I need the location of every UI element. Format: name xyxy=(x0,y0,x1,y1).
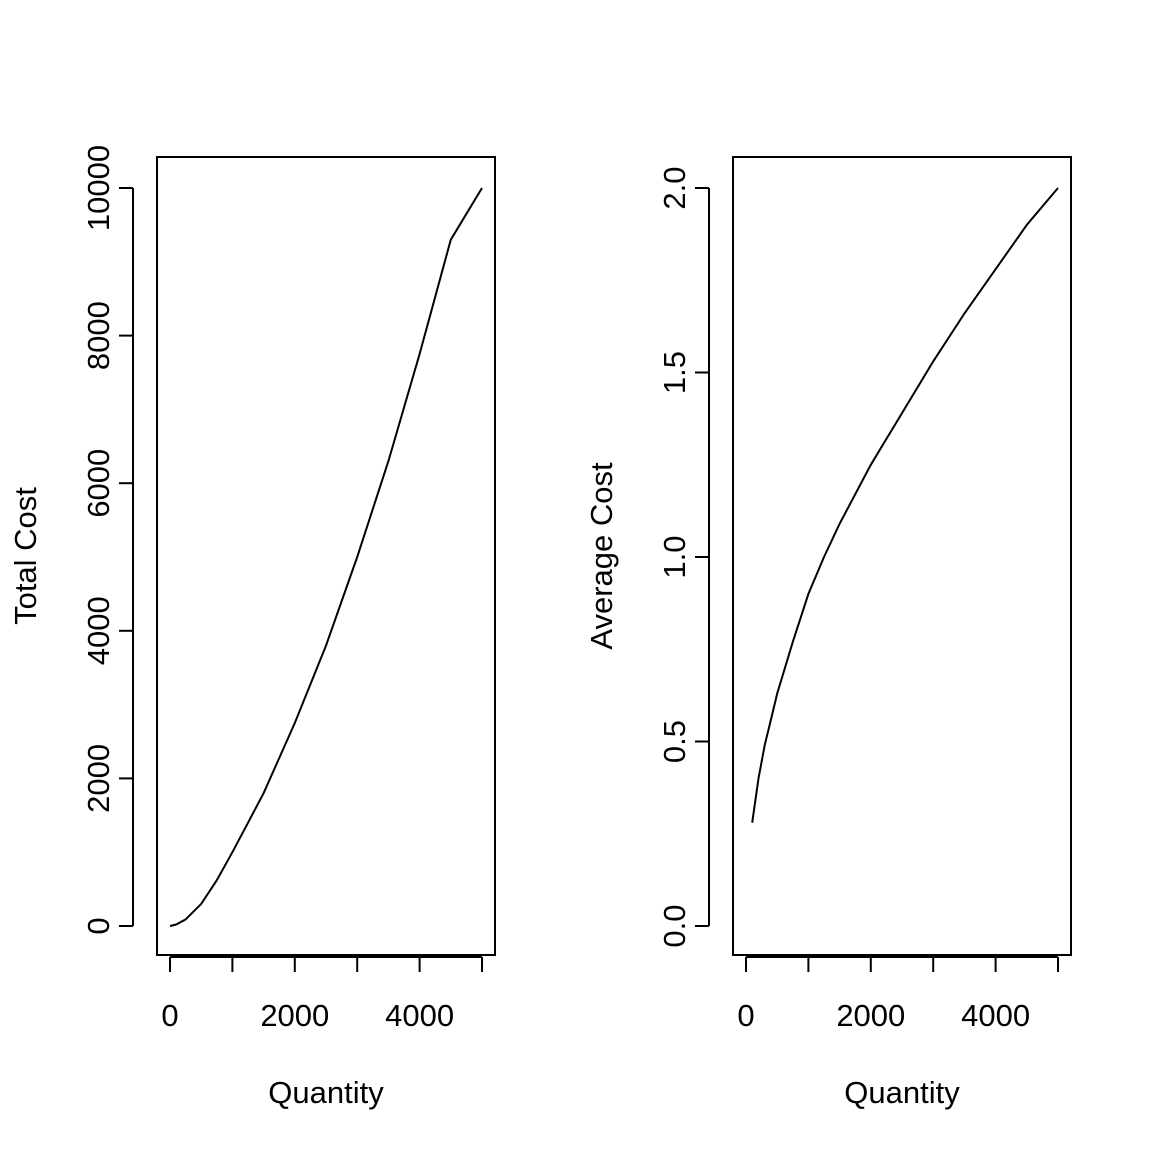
x-tick-label: 2000 xyxy=(260,998,329,1033)
x-axis-label: Quantity xyxy=(844,1075,960,1110)
x-axis: 0 2000 4000 xyxy=(737,956,1059,1033)
plot-frame xyxy=(156,156,496,956)
y-axis: 0.0 0.5 1.0 1.5 2.0 xyxy=(657,166,710,948)
y-tick-label: 10000 xyxy=(81,145,116,231)
y-tick-label: 0.0 xyxy=(657,904,692,947)
y-tick-label: 2.0 xyxy=(657,166,692,209)
y-tick-label: 0.5 xyxy=(657,720,692,763)
x-tick-label: 0 xyxy=(737,998,754,1033)
total-cost-line xyxy=(169,187,483,927)
plot-frame xyxy=(732,156,1072,956)
x-tick-label: 0 xyxy=(161,998,178,1033)
average-cost-panel: 0.0 0.5 1.0 1.5 2.0 0 2000 4000 Quantity Avera… xyxy=(584,156,1072,1110)
y-tick-label: 4000 xyxy=(81,596,116,665)
y-tick-label: 1.0 xyxy=(657,535,692,578)
y-axis-label: Average Cost xyxy=(584,462,619,650)
y-tick-label: 1.5 xyxy=(657,351,692,394)
x-axis-label: Quantity xyxy=(268,1075,384,1110)
y-tick-label: 0 xyxy=(81,917,116,934)
total-cost-panel: 0 2000 4000 6000 8000 10000 0 2000 4000 Quantit… xyxy=(8,145,496,1110)
y-tick-label: 8000 xyxy=(81,301,116,370)
average-cost-line xyxy=(751,187,1059,823)
y-axis-label: Total Cost xyxy=(8,487,43,625)
y-axis: 0 2000 4000 6000 8000 10000 xyxy=(81,145,134,935)
x-axis: 0 2000 4000 xyxy=(161,956,483,1033)
x-tick-label: 2000 xyxy=(836,998,905,1033)
x-tick-label: 4000 xyxy=(961,998,1030,1033)
y-tick-label: 6000 xyxy=(81,449,116,518)
x-tick-label: 4000 xyxy=(385,998,454,1033)
y-tick-label: 2000 xyxy=(81,744,116,813)
